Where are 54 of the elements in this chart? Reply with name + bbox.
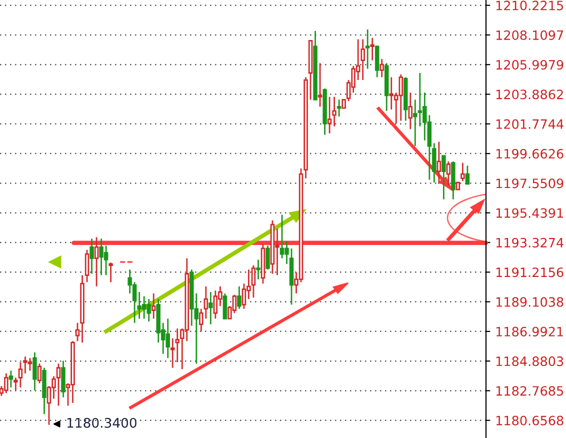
candlestick xyxy=(432,142,436,184)
candlestick xyxy=(318,62,322,108)
y-tick-label: 1186.9921 xyxy=(496,326,563,336)
candlestick xyxy=(208,291,213,325)
candlestick xyxy=(370,37,374,62)
y-tick-label: 1195.4391 xyxy=(496,208,563,218)
candlestick xyxy=(436,141,442,185)
candlestick xyxy=(465,164,470,185)
candlestick xyxy=(442,155,446,200)
y-tick-label: 1205.9979 xyxy=(496,60,564,70)
y-tick-label: 1184.8803 xyxy=(496,356,564,366)
candlestick xyxy=(18,361,23,388)
y-tick-label: 1203.8862 xyxy=(496,90,563,100)
candlestick xyxy=(56,362,61,406)
candlestick xyxy=(90,238,94,274)
candlestick xyxy=(108,262,113,283)
candlestick xyxy=(408,92,413,130)
y-tick-label: 1191.2156 xyxy=(496,268,564,278)
y-tick-label: 1199.6626 xyxy=(496,148,564,159)
y-tick-label: 1189.1038 xyxy=(496,297,564,307)
candlestick xyxy=(170,338,175,369)
candlestick xyxy=(61,360,66,398)
y-tick-label: 1210.2215 xyxy=(496,0,564,10)
candlestick xyxy=(84,249,90,283)
y-tick-label: 1197.5509 xyxy=(496,178,564,188)
y-tick-label: 1180.6568 xyxy=(496,416,564,426)
candlestick xyxy=(237,286,242,310)
candlestick xyxy=(266,244,270,270)
candlestick xyxy=(336,98,342,118)
y-tick-label: 1201.7744 xyxy=(496,119,564,129)
candlestick xyxy=(327,96,332,134)
candlestick xyxy=(37,362,42,384)
annotation: 1180.3400 xyxy=(67,418,136,428)
y-tick-label: 1193.3274 xyxy=(496,238,564,248)
candlestick xyxy=(4,372,8,394)
candlestick xyxy=(256,259,260,280)
candlestick xyxy=(222,292,228,320)
candlestick xyxy=(151,292,156,320)
candlestick xyxy=(75,322,80,342)
candlestick xyxy=(380,58,384,78)
candlestick xyxy=(94,236,99,288)
candlestick xyxy=(360,38,365,81)
candlestick xyxy=(14,376,18,391)
candlestick xyxy=(32,352,37,391)
candlestick xyxy=(446,160,451,186)
candlestick xyxy=(365,28,370,70)
candlestick xyxy=(251,264,256,298)
candlestick xyxy=(460,162,465,182)
candlestick xyxy=(175,328,180,363)
candlestick xyxy=(332,96,336,128)
candlestick xyxy=(8,370,14,388)
candlestick xyxy=(374,46,380,78)
y-tick-label: 1182.7685 xyxy=(496,386,564,396)
y-tick-label: 1208.1097 xyxy=(496,30,564,40)
